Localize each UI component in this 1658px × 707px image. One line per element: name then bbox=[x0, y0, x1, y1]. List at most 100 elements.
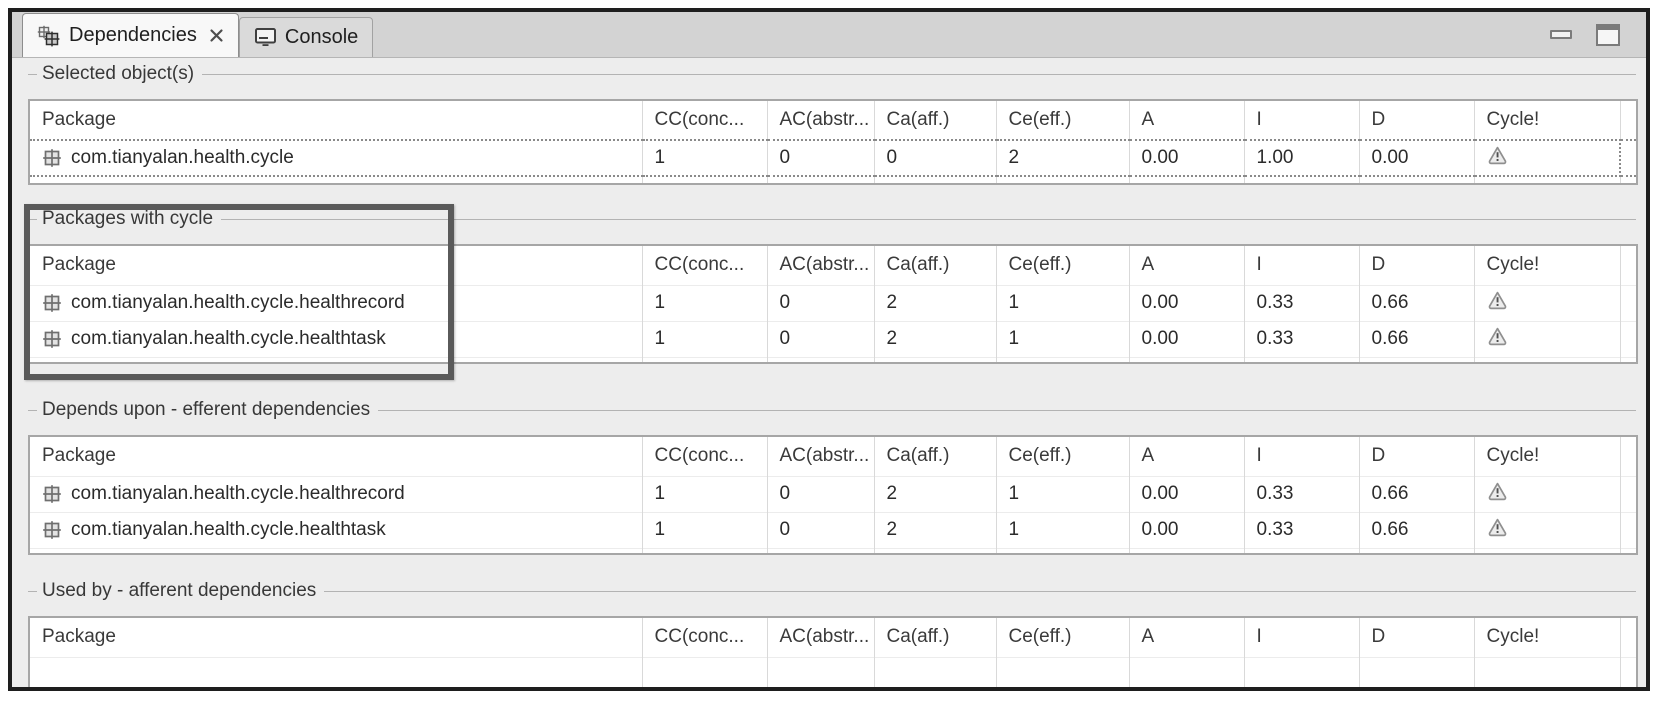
metric-value-cell: 0.33 bbox=[1244, 511, 1360, 548]
cycle-warning-icon bbox=[1487, 290, 1508, 310]
package-row[interactable]: com.tianyalan.health.cycle.healthrecord 1… bbox=[29, 284, 1637, 321]
cycle-warning-icon bbox=[1487, 517, 1508, 537]
package-cell: com.tianyalan.health.cycle.healthrecord bbox=[29, 284, 643, 321]
package-name: com.tianyalan.health.cycle bbox=[71, 146, 294, 168]
column-header-i[interactable]: I bbox=[1244, 245, 1360, 285]
column-header-acabstr[interactable]: AC(abstr... bbox=[767, 245, 875, 285]
metric-value-cell: 0.66 bbox=[1359, 284, 1475, 321]
empty-filler-row bbox=[29, 356, 1637, 363]
column-header-cycle[interactable]: Cycle! bbox=[1474, 436, 1621, 476]
metric-value-cell: 0 bbox=[767, 511, 875, 548]
metric-value-cell: 1 bbox=[642, 320, 768, 357]
section-group-head: Selected object(s) bbox=[28, 62, 1636, 86]
column-header-package[interactable]: Package bbox=[29, 436, 643, 476]
cycle-warning-icon bbox=[1487, 481, 1508, 501]
metric-value-cell: 0.00 bbox=[1129, 475, 1245, 512]
column-header-spacer bbox=[1620, 436, 1637, 476]
table-header-row: Package CC(conc... AC(abstr... Ca(aff.) Ce(e… bbox=[29, 100, 1637, 140]
metric-value-cell: 0.00 bbox=[1129, 284, 1245, 321]
column-header-caaff[interactable]: Ca(aff.) bbox=[874, 100, 997, 140]
row-spacer-cell bbox=[1620, 139, 1637, 177]
metric-value-cell: 0.00 bbox=[1129, 320, 1245, 357]
row-spacer-cell bbox=[1620, 511, 1637, 548]
cycle-cell bbox=[1474, 284, 1621, 321]
column-header-ceeff[interactable]: Ce(eff.) bbox=[996, 617, 1130, 657]
section-title: Packages with cycle bbox=[42, 208, 214, 229]
table-header-row: Package CC(conc... AC(abstr... Ca(aff.) Ce(e… bbox=[29, 617, 1637, 657]
column-header-ccconc[interactable]: CC(conc... bbox=[642, 617, 768, 657]
metric-value-cell: 0 bbox=[767, 284, 875, 321]
column-header-d[interactable]: D bbox=[1359, 245, 1475, 285]
column-header-spacer bbox=[1620, 245, 1637, 285]
empty-filler-row bbox=[29, 547, 1637, 554]
metric-value-cell: 0.66 bbox=[1359, 511, 1475, 548]
column-header-ceeff[interactable]: Ce(eff.) bbox=[996, 436, 1130, 476]
tab-dependencies[interactable]: Dependencies bbox=[22, 13, 239, 57]
column-header-a[interactable]: A bbox=[1129, 617, 1245, 657]
tab-console[interactable]: Console bbox=[238, 17, 374, 57]
column-header-spacer bbox=[1620, 617, 1637, 657]
package-icon bbox=[42, 484, 62, 504]
package-row[interactable]: com.tianyalan.health.cycle.healthrecord 1… bbox=[29, 475, 1637, 512]
column-header-ccconc[interactable]: CC(conc... bbox=[642, 100, 768, 140]
column-header-ceeff[interactable]: Ce(eff.) bbox=[996, 100, 1130, 140]
close-icon[interactable] bbox=[209, 28, 224, 43]
column-header-ccconc[interactable]: CC(conc... bbox=[642, 245, 768, 285]
column-header-i[interactable]: I bbox=[1244, 617, 1360, 657]
column-header-acabstr[interactable]: AC(abstr... bbox=[767, 436, 875, 476]
column-header-package[interactable]: Package bbox=[29, 245, 643, 285]
metric-value-cell: 1 bbox=[642, 511, 768, 548]
column-header-d[interactable]: D bbox=[1359, 436, 1475, 476]
metric-value-cell: 2 bbox=[874, 284, 997, 321]
metrics-table: Package CC(conc... AC(abstr... Ca(aff.) Ce(e… bbox=[28, 244, 1638, 364]
column-header-ccconc[interactable]: CC(conc... bbox=[642, 436, 768, 476]
metric-value-cell: 0.33 bbox=[1244, 475, 1360, 512]
metric-value-cell: 1.00 bbox=[1244, 139, 1360, 177]
metric-value-cell: 0.00 bbox=[1129, 511, 1245, 548]
column-header-caaff[interactable]: Ca(aff.) bbox=[874, 436, 997, 476]
metric-value-cell: 1 bbox=[996, 475, 1130, 512]
column-header-cycle[interactable]: Cycle! bbox=[1474, 617, 1621, 657]
empty-filler-row bbox=[29, 656, 1637, 687]
column-header-d[interactable]: D bbox=[1359, 100, 1475, 140]
maximize-icon[interactable] bbox=[1596, 23, 1620, 46]
package-icon bbox=[42, 293, 62, 313]
metrics-table: Package CC(conc... AC(abstr... Ca(aff.) Ce(e… bbox=[28, 99, 1638, 185]
package-name: com.tianyalan.health.cycle.healthtask bbox=[71, 518, 386, 540]
column-header-caaff[interactable]: Ca(aff.) bbox=[874, 617, 997, 657]
dependencies-packages-icon bbox=[37, 25, 61, 47]
package-name: com.tianyalan.health.cycle.healthtask bbox=[71, 327, 386, 349]
column-header-a[interactable]: A bbox=[1129, 100, 1245, 140]
column-header-a[interactable]: A bbox=[1129, 245, 1245, 285]
column-header-package[interactable]: Package bbox=[29, 617, 643, 657]
column-header-a[interactable]: A bbox=[1129, 436, 1245, 476]
minimize-icon[interactable] bbox=[1550, 30, 1572, 39]
column-header-caaff[interactable]: Ca(aff.) bbox=[874, 245, 997, 285]
metric-value-cell: 1 bbox=[996, 511, 1130, 548]
column-header-cycle[interactable]: Cycle! bbox=[1474, 245, 1621, 285]
column-header-d[interactable]: D bbox=[1359, 617, 1475, 657]
column-header-i[interactable]: I bbox=[1244, 436, 1360, 476]
column-header-i[interactable]: I bbox=[1244, 100, 1360, 140]
console-icon bbox=[254, 27, 277, 48]
section-selected-objects: Selected object(s) Package CC(conc... AC(a… bbox=[28, 62, 1638, 185]
column-header-acabstr[interactable]: AC(abstr... bbox=[767, 617, 875, 657]
package-row[interactable]: com.tianyalan.health.cycle.healthtask 1 0 2… bbox=[29, 511, 1637, 548]
package-row[interactable]: com.tianyalan.health.cycle.healthtask 1 0 2… bbox=[29, 320, 1637, 357]
package-name: com.tianyalan.health.cycle.healthrecord bbox=[71, 291, 405, 313]
section-group-head: Packages with cycle bbox=[28, 207, 1636, 231]
column-header-cycle[interactable]: Cycle! bbox=[1474, 100, 1621, 140]
metric-value-cell: 2 bbox=[874, 511, 997, 548]
section-title: Used by - afferent dependencies bbox=[42, 580, 317, 601]
cycle-warning-icon bbox=[1487, 326, 1508, 346]
package-row[interactable]: com.tianyalan.health.cycle 1 0 0 2 0.00 1.00 0.… bbox=[28, 139, 1637, 177]
metric-value-cell: 0 bbox=[767, 320, 875, 357]
column-header-ceeff[interactable]: Ce(eff.) bbox=[996, 245, 1130, 285]
table-header-row: Package CC(conc... AC(abstr... Ca(aff.) Ce(e… bbox=[29, 436, 1637, 476]
column-header-package[interactable]: Package bbox=[29, 100, 643, 140]
table-header-row: Package CC(conc... AC(abstr... Ca(aff.) Ce(e… bbox=[29, 245, 1637, 285]
section-packages-with-cycle: Packages with cycle Package CC(conc... AC(… bbox=[28, 207, 1638, 364]
metric-value-cell: 0.66 bbox=[1359, 320, 1475, 357]
column-header-acabstr[interactable]: AC(abstr... bbox=[767, 100, 875, 140]
package-name: com.tianyalan.health.cycle.healthrecord bbox=[71, 482, 405, 504]
